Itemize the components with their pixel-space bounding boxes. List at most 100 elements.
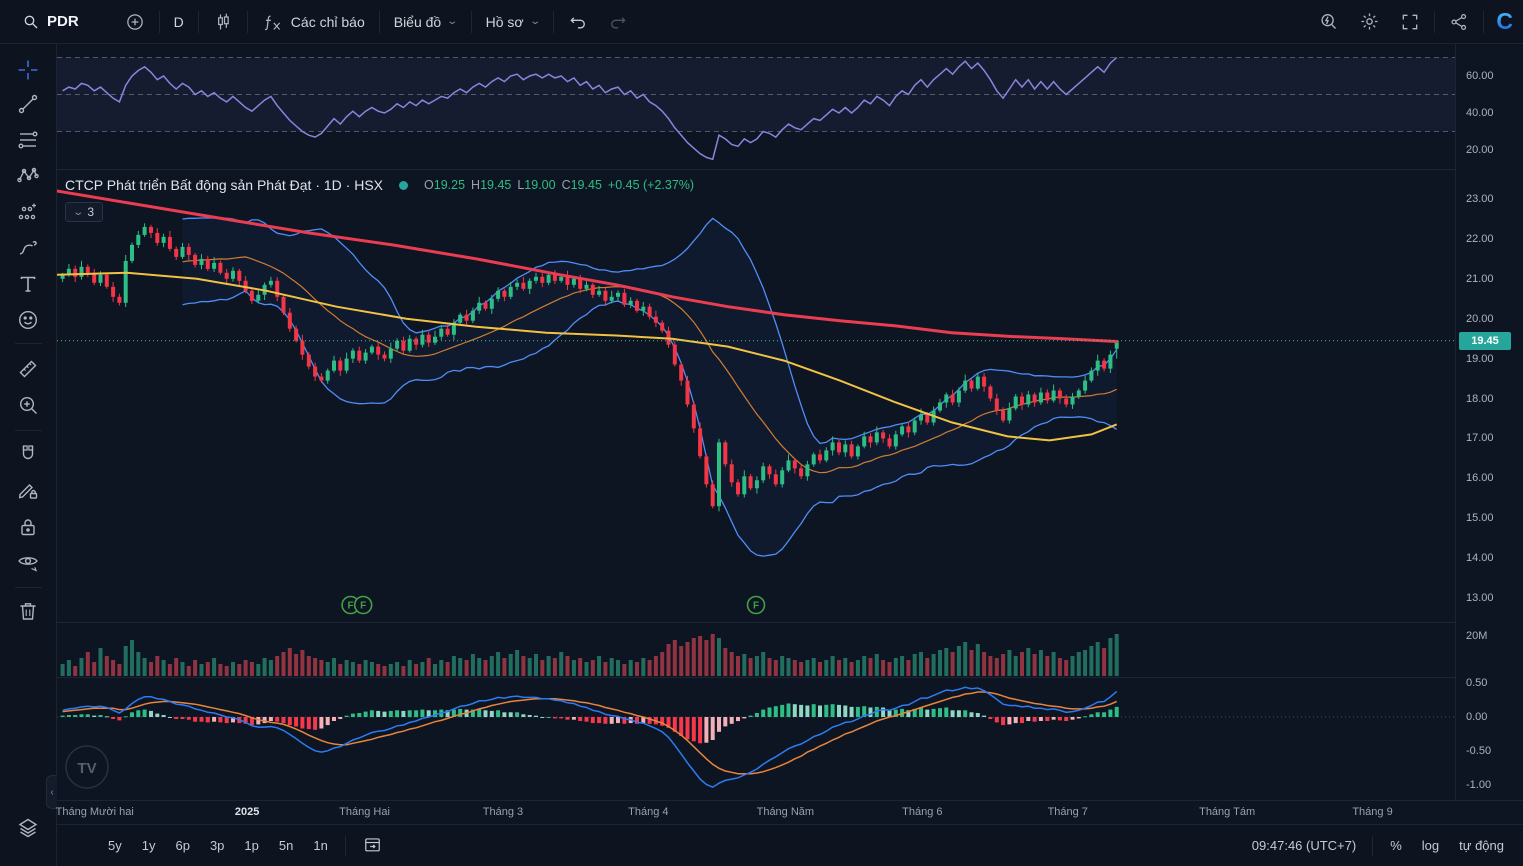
gear-icon <box>1359 11 1380 32</box>
volume-tick-label: 20M <box>1466 630 1488 642</box>
settings-button[interactable] <box>1349 7 1390 37</box>
profile-menu-label: Hồ sơ <box>485 13 524 30</box>
go-to-date-button[interactable] <box>354 831 391 861</box>
measure-tool-button[interactable] <box>11 352 45 386</box>
toolbar-collapse-handle[interactable]: ‹ <box>46 775 57 809</box>
magnet-icon <box>16 442 40 466</box>
macd-tick-label: 0.50 <box>1466 677 1488 690</box>
interval-label: D <box>173 13 184 30</box>
volume-pane[interactable] <box>57 623 1455 677</box>
fx-icon <box>262 12 284 32</box>
chart-menu-button[interactable]: Biểu đồ ⌄ <box>384 7 467 37</box>
range-6m-button[interactable]: 6p <box>175 838 190 853</box>
svg-text:F: F <box>753 601 759 612</box>
price-tick-label: 14.00 <box>1466 552 1494 565</box>
ohlc-values: O19.25 H19.45 L19.00 C19.45 +0.45 (+2.37… <box>424 178 695 192</box>
pattern-tool-button[interactable] <box>11 159 45 193</box>
flash-search-icon <box>1318 11 1339 32</box>
profile-menu-button[interactable]: Hồ sơ ⌄ <box>476 7 549 37</box>
object-tree-button[interactable] <box>11 811 45 845</box>
forecast-tool-button[interactable] <box>11 195 45 229</box>
log-scale-button[interactable]: log <box>1421 838 1440 853</box>
crosshair-tool-button[interactable] <box>11 53 45 87</box>
brush-icon <box>16 236 40 260</box>
brush-tool-button[interactable] <box>11 231 45 265</box>
text-tool-button[interactable] <box>11 267 45 301</box>
percent-scale-button[interactable]: % <box>1390 838 1402 853</box>
collapsed-indicators-chip[interactable]: ⌄ 3 <box>65 202 104 222</box>
time-tick-label: Tháng Mười hai <box>55 806 134 818</box>
price-tick-label: 15.00 <box>1466 512 1494 525</box>
trend-line-tool-button[interactable] <box>11 87 45 121</box>
text-icon <box>16 272 40 296</box>
macd-tick-label: 0.00 <box>1466 711 1488 723</box>
broker-logo[interactable]: C <box>1496 8 1513 34</box>
range-1y-button[interactable]: 1y <box>141 838 156 853</box>
clock[interactable]: 09:47:46 (UTC+7) <box>1251 838 1357 853</box>
time-tick-label: Tháng 6 <box>902 806 943 818</box>
candlestick-style-icon <box>213 12 233 32</box>
calendar-icon <box>363 835 382 854</box>
range-1d-button[interactable]: 1n <box>313 838 328 853</box>
indicators-label: Các chỉ báo <box>290 13 365 30</box>
symbol-legend[interactable]: CTCP Phát triển Bất động sản Phát Đạt · … <box>65 177 694 193</box>
range-1m-button[interactable]: 1p <box>244 838 259 853</box>
stay-drawing-mode-button[interactable] <box>11 473 45 507</box>
symbol-search-button[interactable]: PDR <box>12 7 89 37</box>
range-3m-button[interactable]: 3p <box>209 838 225 853</box>
symbol-label: PDR <box>47 13 79 30</box>
trend-line-icon <box>16 92 40 116</box>
macd-pane[interactable]: TV <box>57 678 1455 799</box>
emoji-tool-button[interactable] <box>11 303 45 337</box>
time-tick-label: Tháng 9 <box>1352 806 1393 818</box>
interval-button[interactable]: D <box>164 7 194 37</box>
rsi-tick-label: 20.00 <box>1466 144 1494 156</box>
redo-icon <box>608 12 628 32</box>
fullscreen-button[interactable] <box>1390 7 1430 37</box>
auto-scale-button[interactable]: tự động <box>1459 838 1504 853</box>
indicators-button[interactable]: Các chỉ báo <box>252 7 375 37</box>
xabcd-pattern-icon <box>16 164 40 188</box>
market-status-dot <box>399 180 409 190</box>
undo-button[interactable] <box>558 7 598 37</box>
ruler-icon <box>16 357 40 381</box>
range-5y-button[interactable]: 5y <box>108 838 122 853</box>
lock-drawings-button[interactable] <box>11 510 45 544</box>
undo-icon <box>568 12 588 32</box>
change-value: +0.45 (+2.37%) <box>607 178 695 192</box>
fib-tool-button[interactable] <box>11 123 45 157</box>
remove-drawings-button[interactable] <box>11 594 45 628</box>
quick-search-button[interactable] <box>1308 7 1349 37</box>
forecast-icon <box>16 200 40 224</box>
zoom-in-tool-button[interactable] <box>11 388 45 422</box>
time-tick-label: Tháng Tám <box>1199 806 1256 818</box>
compare-add-button[interactable] <box>115 7 155 37</box>
time-tick-label: Tháng 4 <box>628 806 669 818</box>
smiley-icon <box>16 308 40 332</box>
macd-tick-label: -0.50 <box>1466 744 1492 757</box>
chevron-down-icon: ⌄ <box>72 206 85 218</box>
chart-style-button[interactable] <box>203 7 243 37</box>
drawing-toolbar: ‹ <box>0 44 57 866</box>
range-5d-button[interactable]: 5n <box>278 838 294 853</box>
trash-icon <box>16 599 40 623</box>
redo-button[interactable] <box>598 7 638 37</box>
svg-text:F: F <box>360 601 366 612</box>
share-button[interactable] <box>1439 7 1479 37</box>
magnifier-plus-icon <box>16 393 40 417</box>
price-tick-label: 17.00 <box>1466 432 1494 445</box>
time-axis[interactable]: Tháng Mười hai 2025 Tháng Hai Tháng 3 Tháng … <box>55 800 1523 824</box>
macd-tick-label: -1.00 <box>1466 778 1492 791</box>
chevron-down-icon: ⌄ <box>528 16 541 27</box>
price-tick-label: 16.00 <box>1466 472 1494 485</box>
bottom-toolbar: 5y 1y 6p 3p 1p 5n 1n 09:47:46 (UTC+7) % … <box>57 824 1523 866</box>
layers-icon <box>16 816 40 840</box>
magnet-mode-button[interactable] <box>11 437 45 471</box>
price-axis[interactable]: 19.45 60.00 40.00 20.00 23.00 22.00 21.00 20.0… <box>1455 44 1523 800</box>
padlock-icon <box>16 515 40 539</box>
rsi-pane[interactable] <box>57 44 1455 169</box>
hide-drawings-button[interactable] <box>11 545 45 579</box>
time-tick-label: Tháng Hai <box>339 806 390 818</box>
